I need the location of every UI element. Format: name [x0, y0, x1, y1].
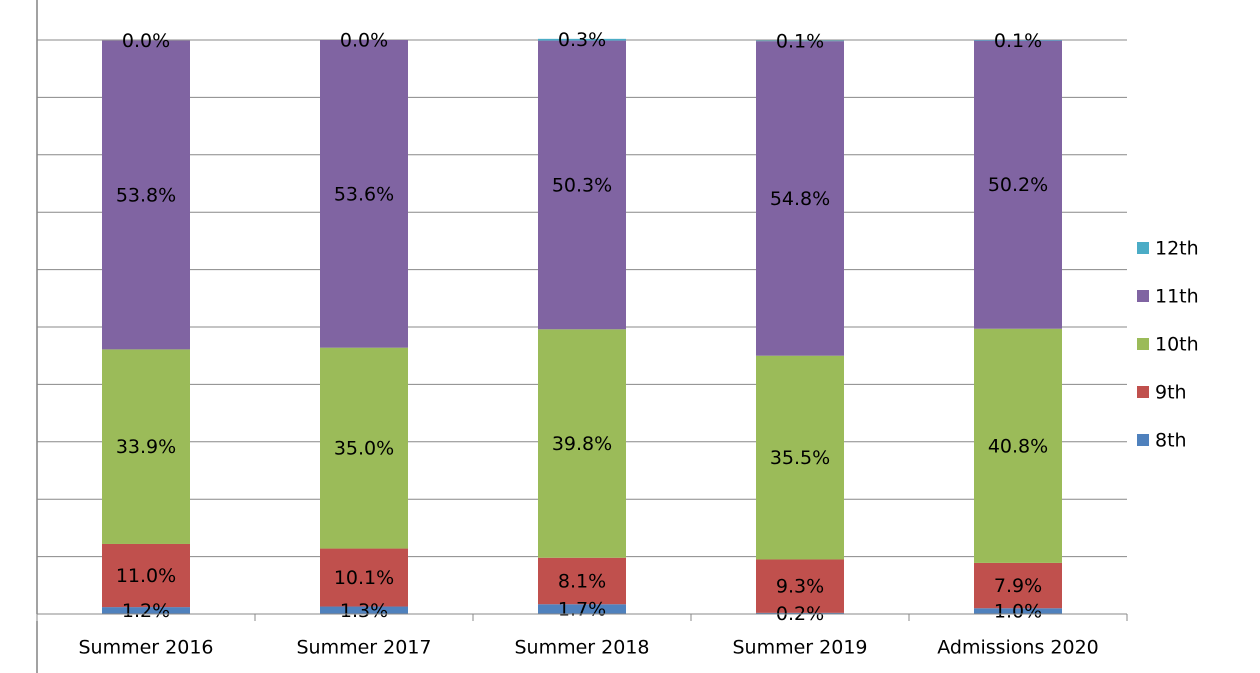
bar-segment [974, 608, 1062, 614]
legend-label: 9th [1155, 382, 1187, 404]
bar-segment [974, 40, 1062, 41]
data-label: 1.3% [340, 600, 388, 622]
bar-segment [974, 328, 1062, 563]
bar-segment [102, 543, 190, 608]
data-label: 8.1% [558, 570, 606, 592]
legend-label: 12th [1155, 238, 1199, 260]
data-label: 39.8% [552, 433, 612, 455]
bar-segment [756, 41, 844, 356]
data-label: 11.0% [116, 565, 176, 587]
data-label: 33.9% [116, 436, 176, 458]
bar-segment [756, 40, 844, 42]
data-label: 10.1% [334, 567, 394, 589]
legend-swatch [1137, 338, 1149, 350]
legend-swatch [1137, 386, 1149, 398]
x-tick-label: Admissions 2020 [937, 637, 1099, 659]
bar-segment [320, 347, 408, 549]
bar-segment [320, 606, 408, 614]
x-tick-label: Summer 2016 [78, 637, 213, 659]
bar-segment [538, 329, 626, 558]
data-label: 9.3% [776, 576, 824, 598]
bar-segment [538, 557, 626, 605]
legend-swatch [1137, 434, 1149, 446]
data-label: 35.0% [334, 438, 394, 460]
legend-label: 11th [1155, 286, 1199, 308]
bar-segment [102, 607, 190, 614]
bar-segment [102, 349, 190, 544]
bar-segment [974, 562, 1062, 609]
bar-segment [320, 40, 408, 348]
bar-segment [974, 40, 1062, 329]
legend-swatch [1137, 242, 1149, 254]
bar-segment [756, 559, 844, 613]
bar-segment [538, 38, 626, 41]
data-label: 1.0% [994, 601, 1042, 623]
x-tick-label: Summer 2018 [514, 637, 649, 659]
data-label: 1.7% [558, 599, 606, 621]
data-label: 0.1% [994, 30, 1042, 52]
bar-segment [538, 40, 626, 330]
data-label: 1.2% [122, 600, 170, 622]
legend-label: 8th [1155, 430, 1187, 452]
bar-segment [756, 612, 844, 614]
data-label: 40.8% [988, 435, 1048, 457]
data-label: 35.5% [770, 447, 830, 469]
data-label: 0.0% [122, 30, 170, 52]
data-label: 0.3% [558, 29, 606, 51]
data-label: 0.1% [776, 30, 824, 52]
legend-label: 10th [1155, 334, 1199, 356]
bar-segment [538, 604, 626, 614]
x-tick-label: Summer 2019 [732, 637, 867, 659]
x-tick-label: Summer 2017 [296, 637, 431, 659]
data-label: 50.3% [552, 174, 612, 196]
data-label: 50.2% [988, 174, 1048, 196]
legend-swatch [1137, 290, 1149, 302]
data-label: 54.8% [770, 188, 830, 210]
data-label: 53.6% [334, 183, 394, 205]
data-label: 53.8% [116, 184, 176, 206]
bar-segment [102, 40, 190, 350]
data-label: 7.9% [994, 575, 1042, 597]
bar-segment [756, 355, 844, 560]
data-label: 0.0% [340, 30, 388, 52]
bar-segment [320, 548, 408, 607]
